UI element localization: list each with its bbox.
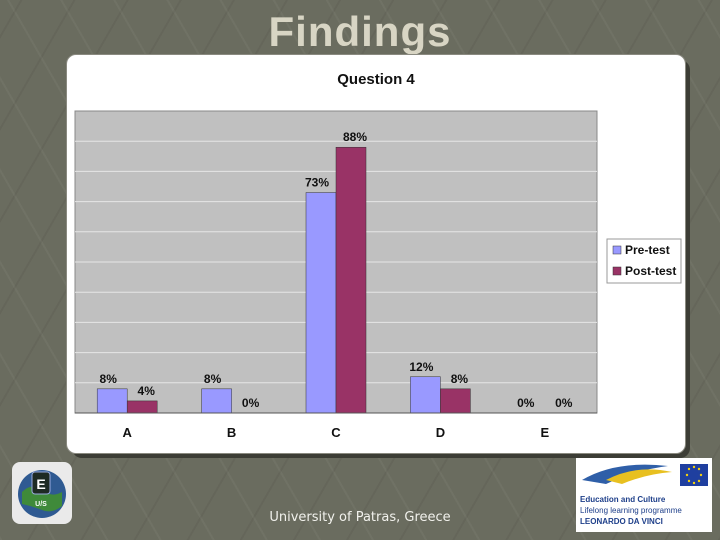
bar-pretest-b (201, 388, 232, 414)
x-tick-label-e: E (540, 425, 549, 440)
slide-title: Findings (268, 8, 452, 55)
data-label-posttest-b: 0% (242, 396, 260, 410)
chart-title: Question 4 (337, 71, 415, 88)
legend-label-0: Pre-test (625, 243, 670, 257)
x-tick-label-c: C (331, 425, 341, 440)
legend-swatch-0 (612, 245, 622, 255)
logo-right-line-2: Lifelong learning programme (580, 506, 682, 515)
data-label-posttest-d: 8% (451, 372, 469, 386)
bar-pretest-a (96, 388, 128, 414)
globe-keyboard-logo-icon: E U/S (12, 462, 72, 524)
data-label-pretest-a: 8% (100, 372, 118, 386)
legend-label-1: Post-test (625, 264, 676, 278)
logo-left-subtext: U/S (35, 501, 47, 508)
eu-lifelong-learning-logo: Education and Culture Lifelong learning … (576, 458, 712, 532)
logo-right-line-1: Education and Culture (580, 495, 666, 504)
bar-posttest-d (440, 388, 471, 414)
x-tick-label-d: D (436, 425, 445, 440)
logo-left-letter: E (36, 476, 45, 492)
x-tick-label-a: A (123, 425, 133, 440)
data-label-pretest-b: 8% (204, 372, 222, 386)
data-label-posttest-c: 88% (343, 130, 367, 144)
x-tick-label-b: B (227, 425, 236, 440)
bar-chart: Question 4 8% 4% A 8% 0% B 73% 88% C 12% 8% D 0% 0% E Pr… (74, 71, 682, 440)
logo-right-line-3: LEONARDO DA VINCI (580, 517, 663, 526)
footer-text: University of Patras, Greece (269, 510, 451, 525)
bar-posttest-a (126, 400, 158, 414)
data-label-pretest-c: 73% (305, 176, 329, 190)
bar-pretest-c (305, 192, 337, 414)
data-label-posttest-a: 4% (138, 384, 156, 398)
bar-posttest-c (335, 146, 367, 414)
chart-card: Question 4 8% 4% A 8% 0% B 73% 88% C 12% 8% D 0% 0% E Pr… (66, 54, 686, 454)
data-label-pretest-e: 0% (517, 396, 535, 410)
bar-pretest-d (410, 376, 441, 414)
data-label-pretest-d: 12% (409, 360, 433, 374)
data-label-posttest-e: 0% (555, 396, 573, 410)
legend-swatch-1 (612, 266, 622, 276)
